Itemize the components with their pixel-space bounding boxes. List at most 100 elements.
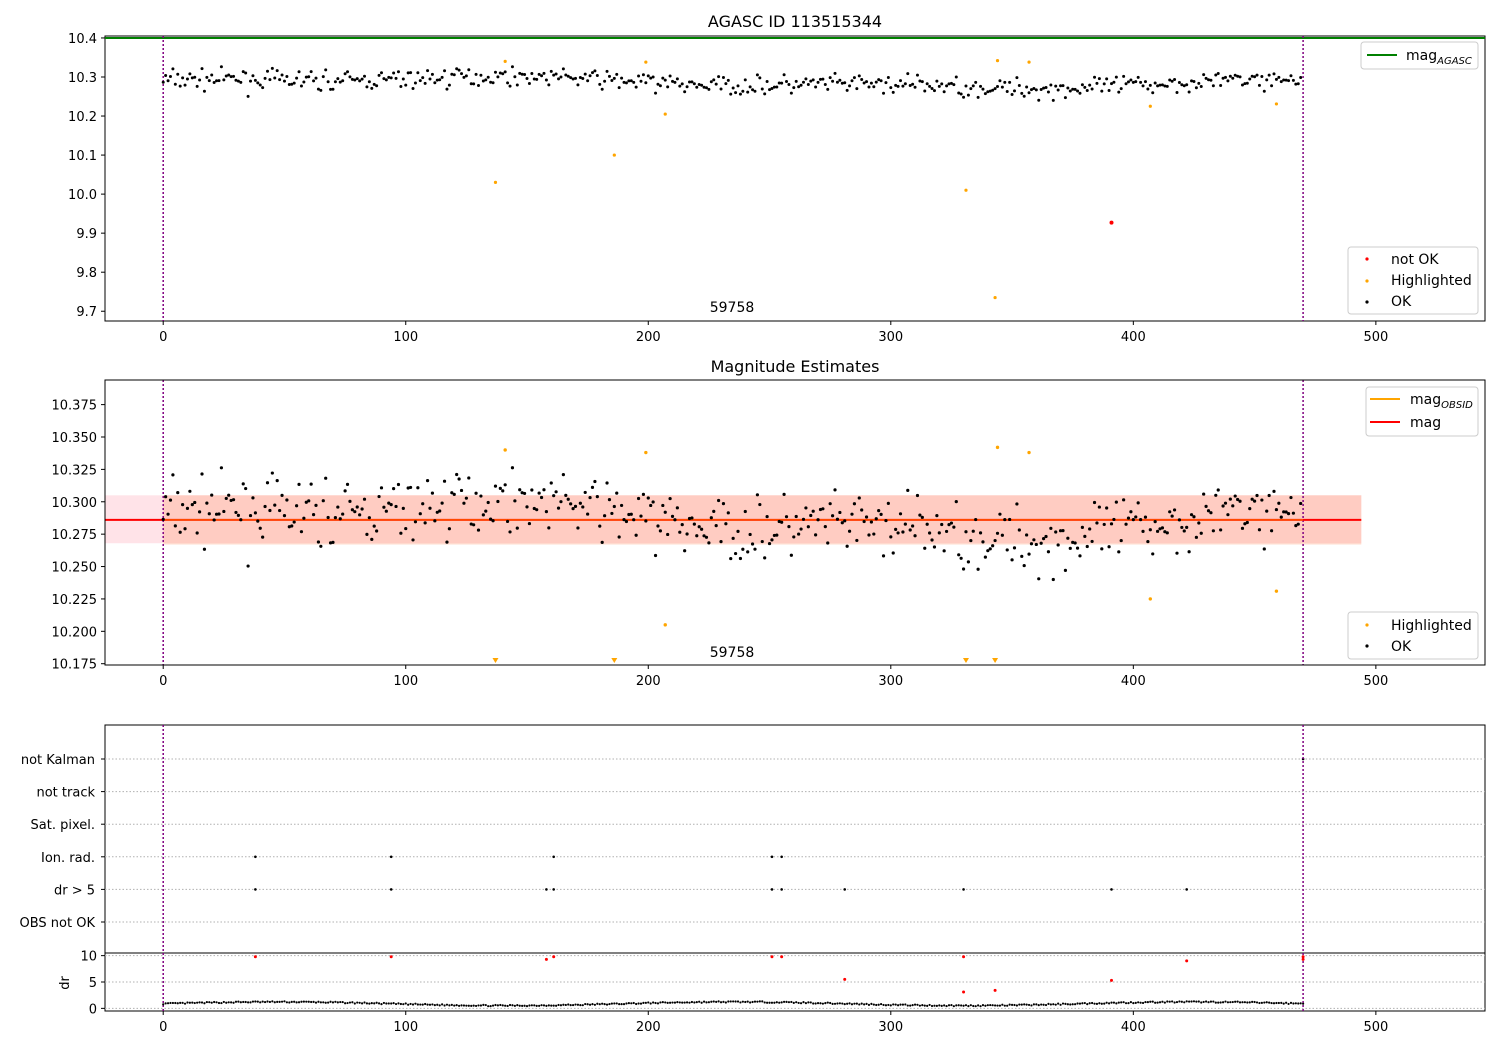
dr-point <box>625 1002 628 1005</box>
dr-point <box>225 1001 228 1004</box>
ok-point <box>1039 88 1043 92</box>
ok-point <box>590 71 594 75</box>
dr-point <box>833 1002 837 1005</box>
dr-point <box>348 1001 352 1004</box>
dr-point <box>305 1000 308 1003</box>
ok-point <box>1262 89 1266 93</box>
ok-point <box>486 500 490 505</box>
ok-point <box>651 500 655 504</box>
panel1-obsid-annotation: 59758 <box>710 300 755 316</box>
ok-point <box>489 80 493 84</box>
ok-point <box>1204 76 1208 80</box>
dr-point <box>1107 1002 1111 1005</box>
ok-point <box>229 75 233 79</box>
ok-point <box>906 72 910 76</box>
dr-point <box>460 1004 463 1007</box>
ok-point <box>852 76 856 80</box>
ok-point <box>229 498 233 503</box>
dr-high-point <box>389 955 393 959</box>
dr-point <box>673 1001 677 1004</box>
ok-point <box>671 79 675 83</box>
ok-point <box>1005 548 1009 552</box>
ok-point <box>1163 530 1167 534</box>
ok-point <box>520 72 524 76</box>
ok-point <box>520 491 524 495</box>
dr-point <box>237 1000 240 1003</box>
ok-point <box>399 84 403 88</box>
ok-point <box>733 551 738 556</box>
dr-point <box>208 1001 211 1004</box>
dr-point <box>1209 1000 1213 1003</box>
ok-point <box>1131 518 1135 522</box>
ok-point <box>1168 510 1172 514</box>
ok-point <box>1204 504 1208 508</box>
dr-point <box>455 1003 458 1007</box>
ok-point <box>469 522 473 526</box>
ok-point <box>945 84 949 88</box>
ok-point <box>843 81 847 85</box>
dr-point <box>875 1003 878 1007</box>
dr-point <box>853 1002 856 1005</box>
ok-point <box>593 479 597 484</box>
ok-point <box>1029 88 1033 92</box>
dr-point <box>477 1004 480 1007</box>
dr-point <box>1154 1001 1157 1004</box>
ok-point <box>375 529 379 533</box>
ok-point <box>957 553 961 557</box>
ok-point <box>544 78 548 82</box>
ok-point <box>1272 72 1276 76</box>
legend-highlighted: Highlighted <box>1391 273 1472 289</box>
ok-point <box>532 77 536 81</box>
ok-point <box>246 94 250 98</box>
ok-point <box>872 532 876 536</box>
dr-point <box>205 1000 208 1004</box>
ok-point <box>588 74 592 78</box>
dr-point <box>1083 1001 1086 1005</box>
ok-point <box>1214 73 1218 77</box>
dr-point <box>441 1003 444 1006</box>
dr-point <box>906 1004 909 1007</box>
dr-point <box>1059 1003 1062 1006</box>
dr-point <box>574 1003 577 1006</box>
ok-point <box>760 87 764 91</box>
ok-point <box>1102 522 1106 527</box>
ok-point <box>508 530 512 534</box>
dr-point <box>889 1004 892 1007</box>
dr-point <box>411 1003 415 1006</box>
ok-point <box>219 65 223 69</box>
dr-point <box>773 1001 776 1004</box>
ok-point <box>1151 91 1155 95</box>
ok-point <box>241 482 245 486</box>
ok-point <box>821 77 825 81</box>
ok-point <box>1061 84 1065 88</box>
ok-point <box>911 524 915 528</box>
ok-point <box>639 79 643 83</box>
dr-point <box>557 1003 560 1007</box>
ok-point <box>353 78 357 82</box>
dr-point <box>542 1004 546 1007</box>
dr-point <box>1175 1000 1179 1004</box>
ok-point <box>370 537 374 541</box>
dr-point <box>246 1001 250 1004</box>
ok-point <box>372 82 376 86</box>
dr-point <box>855 1002 858 1005</box>
dr-point <box>266 1000 269 1003</box>
ok-point <box>661 503 665 508</box>
dr-point <box>489 1005 492 1008</box>
ok-point <box>506 519 510 524</box>
ok-point <box>321 499 325 503</box>
ok-point <box>615 72 619 76</box>
dr-point <box>513 1004 516 1007</box>
ok-point <box>1073 87 1077 91</box>
dr-point <box>479 1004 483 1007</box>
ok-point <box>860 508 864 512</box>
ok-point <box>535 77 539 81</box>
ok-point <box>314 76 318 80</box>
flag-point <box>545 888 548 891</box>
ok-point <box>1153 81 1157 85</box>
panel2-xtick-label: 300 <box>878 674 903 689</box>
ok-point <box>241 70 245 74</box>
ok-point <box>232 74 236 78</box>
ok-point <box>666 532 670 537</box>
ok-point <box>743 78 747 82</box>
